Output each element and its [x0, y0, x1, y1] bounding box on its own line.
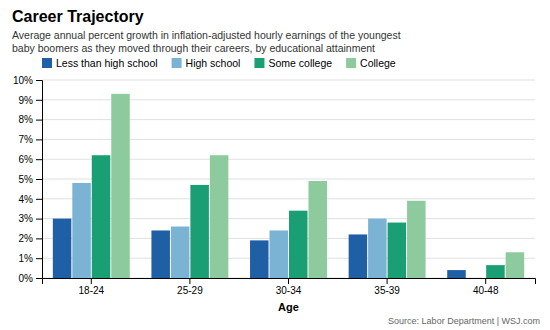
bar [349, 234, 368, 278]
series [111, 94, 524, 278]
y-tick: 5% [19, 174, 42, 185]
legend-label: Some college [268, 57, 332, 69]
y-tick-label: 10% [13, 75, 33, 86]
bar [447, 270, 466, 278]
bar [388, 223, 407, 278]
subtitle-line: Average annual percent growth in inflati… [12, 29, 401, 41]
title: Career Trajectory [12, 8, 144, 25]
y-tick: 8% [19, 114, 42, 125]
y-tick-label: 2% [19, 233, 34, 244]
x-tick-label: 40-48 [473, 285, 499, 296]
bar [111, 94, 130, 278]
bar [53, 219, 72, 278]
legend-item: High school [172, 57, 241, 69]
y-tick-label: 8% [19, 114, 34, 125]
x-axis: 18-24 25-29 30-34 35-39 40-48 [43, 278, 536, 296]
y-tick-mark [36, 238, 42, 239]
y-axis-line [36, 81, 43, 279]
legend-item: Some college [254, 57, 332, 69]
y-tick-mark [36, 120, 42, 121]
x-tick: 30-34 [276, 278, 302, 296]
y-tick-mark [36, 80, 42, 81]
series [92, 155, 505, 278]
y-tick-label: 0% [19, 273, 34, 284]
plot: 0% 1% 2% 3% 4% 5% 6% 7% 8% 9% 10% 18-24 25-29 30-34 35… [13, 75, 536, 296]
chart: Career Trajectory Average annual percent … [0, 0, 550, 330]
x-tick-mark [288, 278, 289, 284]
y-tick-mark [36, 199, 42, 200]
y-tick-label: 3% [19, 213, 34, 224]
x-tick-mark [189, 278, 190, 284]
legend-swatch [42, 58, 52, 68]
x-axis-line [43, 279, 536, 285]
bar [72, 183, 91, 278]
legend-swatch [254, 58, 264, 68]
y-tick: 0% [19, 273, 42, 284]
bar [407, 201, 426, 278]
legend-label: College [360, 57, 396, 69]
bar [506, 252, 525, 278]
bar [289, 211, 308, 278]
x-tick-mark [91, 278, 92, 284]
bar [190, 185, 209, 278]
y-tick: 2% [19, 233, 42, 244]
y-tick: 7% [19, 134, 42, 145]
bars [53, 94, 524, 278]
bar [486, 265, 505, 278]
bar [151, 230, 170, 278]
y-axis: 0% 1% 2% 3% 4% 5% 6% 7% 8% 9% 10% [13, 75, 43, 284]
bar [92, 155, 111, 278]
y-tick-label: 9% [19, 95, 34, 106]
y-tick-label: 7% [19, 134, 34, 145]
y-tick-label: 5% [19, 174, 34, 185]
x-tick-mark [485, 278, 486, 284]
y-tick-mark [36, 278, 42, 279]
bar [467, 278, 486, 279]
grid [42, 80, 535, 278]
bar [210, 155, 229, 278]
bar [171, 227, 190, 278]
y-tick-label: 4% [19, 194, 34, 205]
x-tick-label: 35-39 [374, 285, 400, 296]
y-tick-label: 1% [19, 253, 34, 264]
bar [250, 240, 269, 278]
source: Source: Labor Department | WSJ.com [388, 316, 540, 326]
legend: Less than high school High school Some col… [42, 57, 396, 69]
y-tick: 3% [19, 213, 42, 224]
legend-item: College [346, 57, 396, 69]
y-tick-mark [36, 159, 42, 160]
grid-line [42, 80, 535, 81]
x-tick: 40-48 [473, 278, 499, 296]
x-tick: 35-39 [374, 278, 400, 296]
x-tick-label: 30-34 [276, 285, 302, 296]
y-tick: 1% [19, 253, 42, 264]
legend-swatch [346, 58, 356, 68]
legend-label: Less than high school [56, 57, 158, 69]
x-tick-label: 25-29 [177, 285, 203, 296]
y-tick: 9% [19, 95, 42, 106]
bar [270, 230, 289, 278]
y-tick-mark [36, 179, 42, 180]
x-tick: 18-24 [79, 278, 105, 296]
legend-item: Less than high school [42, 57, 158, 69]
y-tick: 10% [13, 75, 42, 86]
y-tick-mark [36, 219, 42, 220]
bar [308, 181, 327, 278]
y-tick-mark [36, 258, 42, 259]
x-tick-mark [387, 278, 388, 284]
y-tick-label: 6% [19, 154, 34, 165]
y-tick: 4% [19, 194, 42, 205]
subtitle-line: baby boomers as they moved through their… [12, 42, 375, 54]
legend-swatch [172, 58, 182, 68]
y-tick: 6% [19, 154, 42, 165]
y-tick-mark [36, 139, 42, 140]
legend-label: High school [186, 57, 241, 69]
x-tick: 25-29 [177, 278, 203, 296]
x-tick-label: 18-24 [79, 285, 105, 296]
bar [368, 219, 387, 278]
x-axis-title: Age [278, 301, 299, 313]
y-tick-mark [36, 100, 42, 101]
subtitle: Average annual percent growth in inflati… [12, 29, 401, 54]
